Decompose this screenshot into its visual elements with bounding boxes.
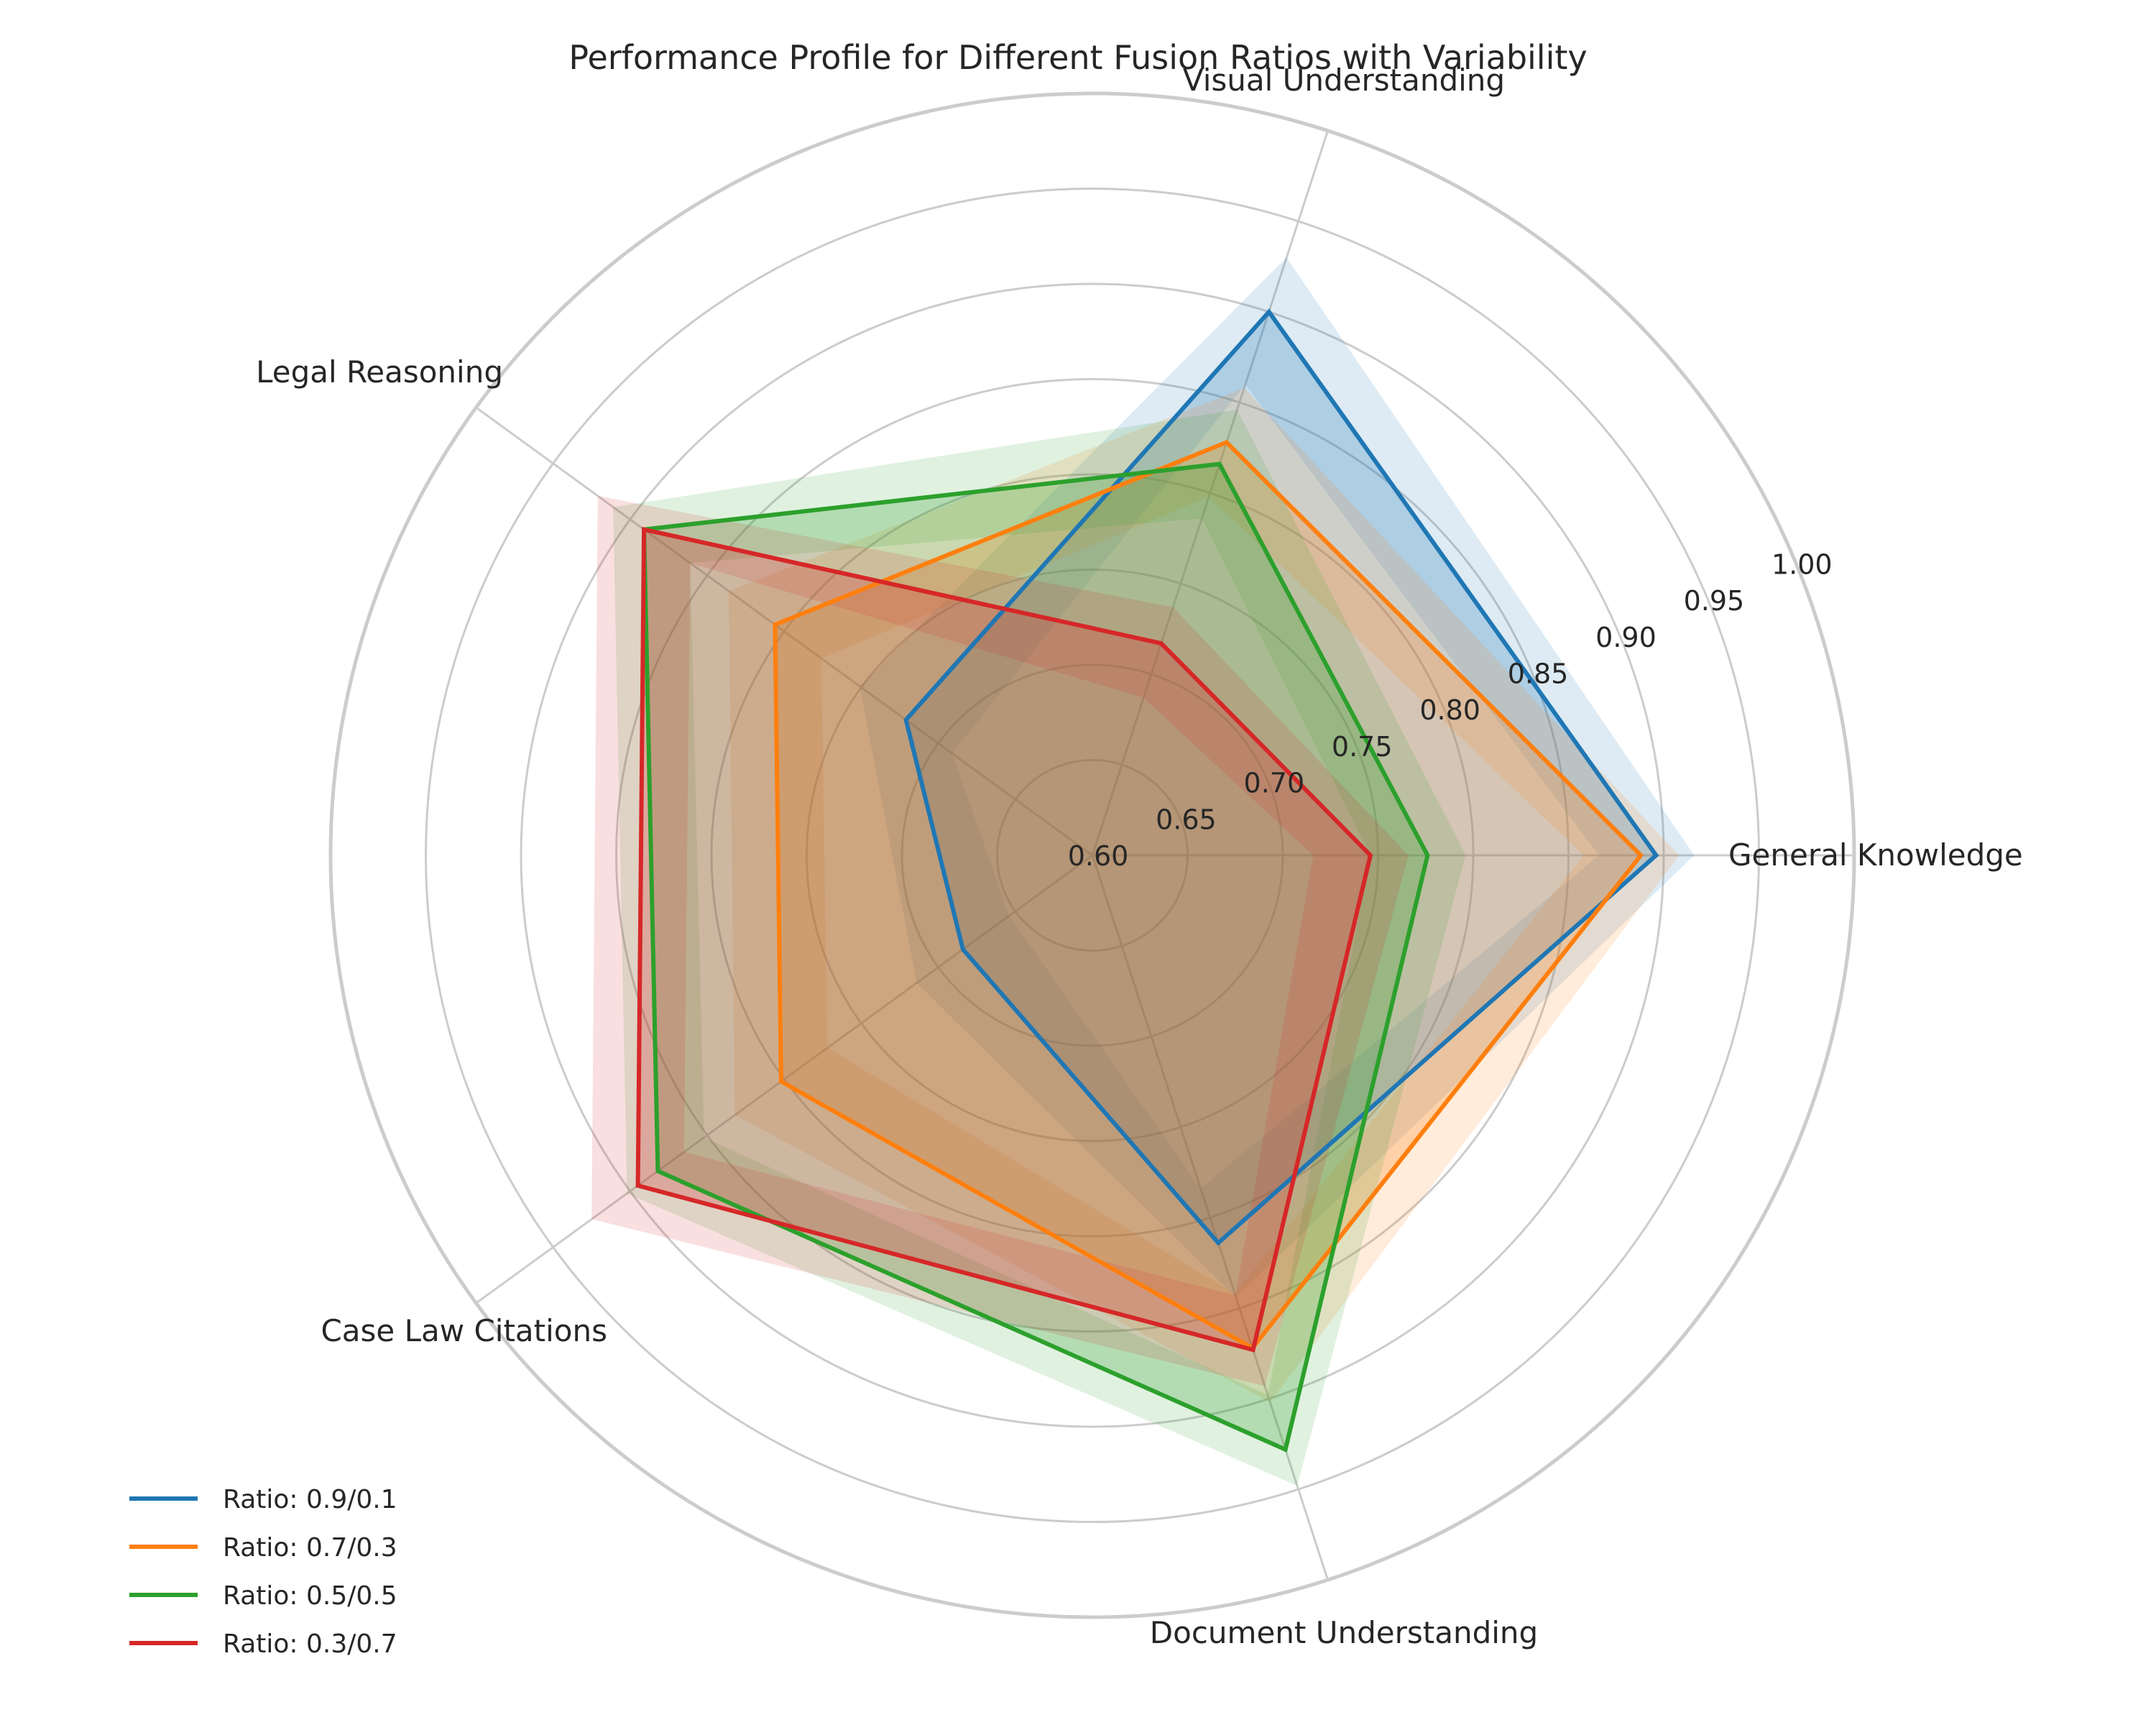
category-label: Case Law Citations [321, 1313, 607, 1348]
series-line [635, 526, 1373, 1353]
axis-spoke [475, 854, 1093, 1305]
radial-tick-label: 0.60 [1068, 840, 1129, 872]
category-label: Legal Reasoning [256, 354, 503, 390]
legend-label: Ratio: 0.7/0.3 [223, 1533, 397, 1563]
radial-tick-label: 0.75 [1332, 731, 1393, 763]
axis-spoke [1091, 130, 1329, 856]
category-label: Visual Understanding [1183, 63, 1505, 98]
band-layer [591, 257, 1695, 1486]
grid-layer [328, 91, 1856, 1619]
label-layer: 0.60 0.65 0.70 0.75 0.80 0.85 0.90 0.95 1.00 Gene… [256, 63, 2023, 1650]
legend-label: Ratio: 0.9/0.1 [223, 1485, 397, 1514]
variability-band [613, 410, 1466, 1486]
radial-tick-label: 0.90 [1595, 622, 1657, 653]
legend: Ratio: 0.9/0.1 Ratio: 0.7/0.3 Ratio: 0.5/0… [129, 1485, 397, 1659]
series-fill [644, 464, 1428, 1450]
series-line [903, 308, 1659, 1246]
variability-band [729, 387, 1680, 1403]
series-line [773, 439, 1644, 1351]
variability-band [860, 257, 1695, 1297]
radial-tick-label: 0.95 [1684, 585, 1745, 617]
chart-title: Performance Profile for Different Fusion… [568, 38, 1587, 77]
category-label: General Knowledge [1728, 837, 2023, 873]
category-label: Document Understanding [1150, 1615, 1538, 1650]
variability-band [591, 496, 1409, 1386]
series-line [642, 461, 1430, 1453]
legend-label: Ratio: 0.3/0.7 [223, 1629, 397, 1659]
line-layer [635, 308, 1659, 1453]
series-fill [775, 442, 1641, 1348]
axis-spoke [475, 406, 1093, 857]
legend-label: Ratio: 0.5/0.5 [223, 1581, 397, 1611]
series-fill [637, 529, 1370, 1351]
axis-spoke [1091, 855, 1329, 1581]
radial-tick-label: 0.85 [1508, 658, 1569, 689]
radial-tick-label: 0.70 [1244, 768, 1305, 799]
radial-tick-label: 0.65 [1156, 804, 1217, 835]
radial-tick-label: 1.00 [1772, 548, 1833, 580]
series-fill [906, 311, 1657, 1243]
radial-tick-label: 0.80 [1419, 694, 1480, 726]
